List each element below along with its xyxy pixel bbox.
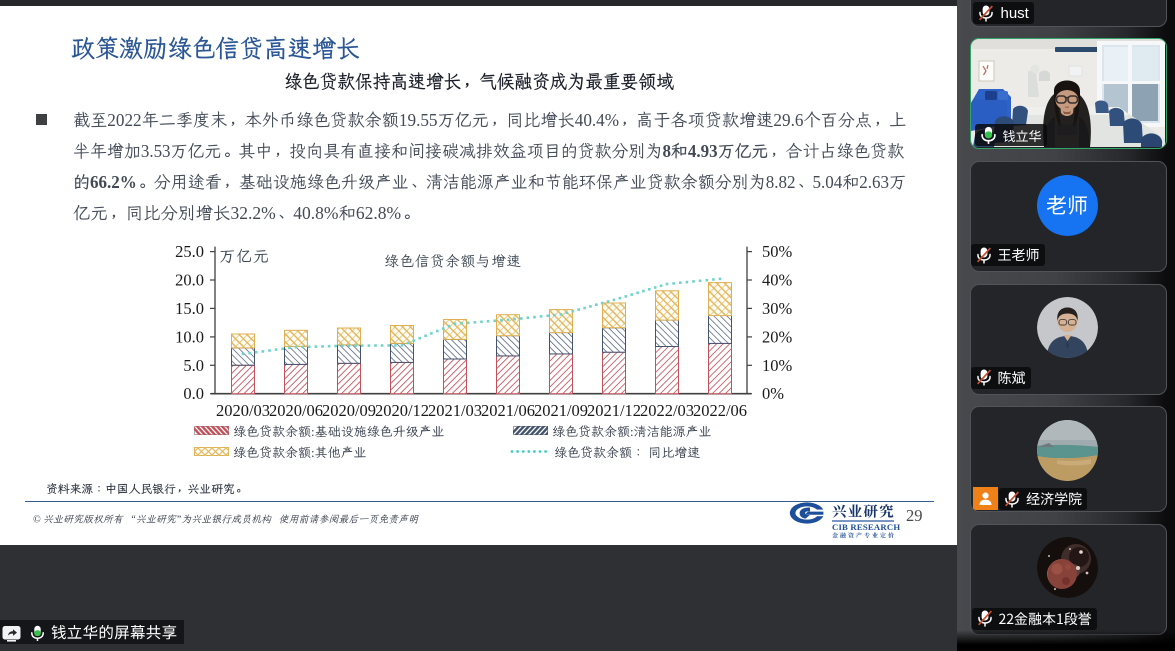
svg-text:20%: 20% xyxy=(762,327,793,346)
svg-text:2021/12: 2021/12 xyxy=(587,401,641,420)
svg-text:万亿元: 万亿元 xyxy=(219,245,270,267)
svg-text:2022/03: 2022/03 xyxy=(640,401,694,420)
svg-text:10%: 10% xyxy=(762,356,793,375)
svg-text:绿色信贷余额与增速: 绿色信贷余额与增速 xyxy=(384,252,522,271)
svg-text:15.0: 15.0 xyxy=(175,299,204,318)
svg-text:25.0: 25.0 xyxy=(175,242,204,261)
svg-text:50%: 50% xyxy=(762,242,793,261)
svg-text:2022/06: 2022/06 xyxy=(693,401,747,420)
svg-text:2021/06: 2021/06 xyxy=(481,401,535,420)
svg-text:5.0: 5.0 xyxy=(183,356,204,375)
svg-text:0%: 0% xyxy=(762,384,784,403)
svg-text:2021/09: 2021/09 xyxy=(534,401,588,420)
svg-text:2020/12: 2020/12 xyxy=(375,401,429,420)
svg-text:2020/06: 2020/06 xyxy=(269,401,323,420)
svg-text:CIB RESEARCH: CIB RESEARCH xyxy=(832,522,900,532)
svg-text:2020/03: 2020/03 xyxy=(216,401,270,420)
svg-text:40%: 40% xyxy=(762,271,793,290)
svg-text:20.0: 20.0 xyxy=(175,271,204,290)
svg-text:10.0: 10.0 xyxy=(175,327,204,346)
svg-text:0.0: 0.0 xyxy=(183,384,204,403)
svg-text:30%: 30% xyxy=(762,299,793,318)
svg-text:兴业研究: 兴业研究 xyxy=(832,502,895,522)
svg-text:2020/09: 2020/09 xyxy=(322,401,376,420)
svg-text:金融资产专业定价: 金融资产专业定价 xyxy=(832,531,896,540)
svg-text:2021/03: 2021/03 xyxy=(428,401,482,420)
